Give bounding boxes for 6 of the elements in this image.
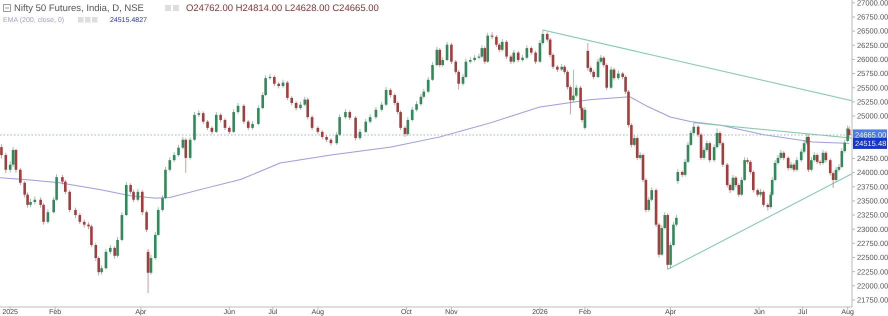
chart-title: Nifty 50 Futures, India, D, NSE xyxy=(14,3,144,14)
line-series xyxy=(0,96,850,199)
candlestick xyxy=(268,74,272,80)
candlestick xyxy=(490,32,494,40)
candlestick xyxy=(478,53,480,60)
annotation: O24762.00 H24814.00 L24628.00 C24665.00 xyxy=(186,3,379,14)
